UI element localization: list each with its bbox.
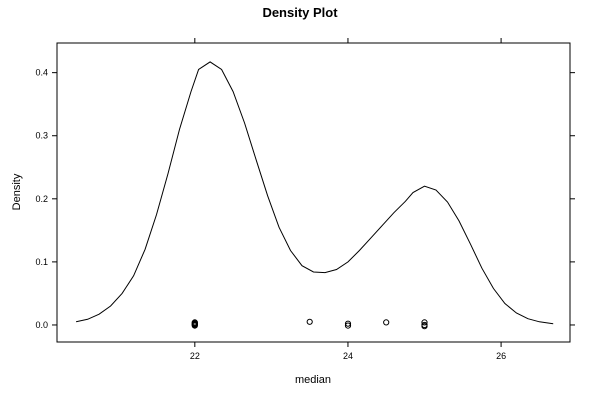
y-tick-label: 0.4 — [35, 68, 48, 78]
y-tick-label: 0.0 — [35, 320, 48, 330]
data-point — [344, 320, 352, 327]
y-axis-label: Density — [11, 173, 23, 210]
y-tick-label: 0.2 — [35, 194, 48, 204]
y-tick-label: 0.3 — [35, 131, 48, 141]
data-point — [191, 320, 198, 327]
rug-points — [191, 318, 428, 330]
data-point — [344, 322, 352, 329]
y-tick-label: 0.1 — [35, 257, 48, 267]
x-tick-label: 24 — [343, 351, 353, 361]
plot-frame — [56, 42, 571, 343]
data-point — [421, 323, 428, 330]
x-tick-label: 26 — [496, 351, 506, 361]
density-curve — [75, 61, 554, 325]
data-point — [306, 318, 313, 325]
x-axis-label: median — [295, 374, 331, 386]
data-point — [421, 319, 428, 326]
x-tick-label: 22 — [190, 351, 200, 361]
axis-tick-labels: 22 24 26 0.0 0.1 0.2 0.3 0.4 — [35, 68, 506, 361]
chart-title: Density Plot — [262, 5, 338, 20]
data-point — [383, 319, 390, 326]
axis-ticks — [52, 38, 575, 347]
